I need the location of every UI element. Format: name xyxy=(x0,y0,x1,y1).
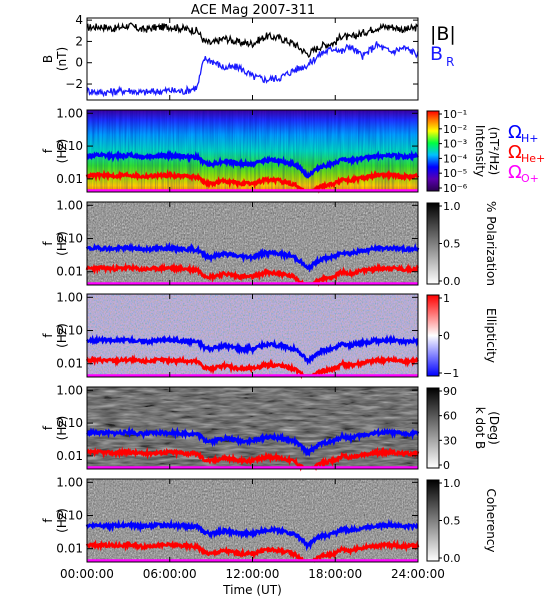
field-ytick-label: −2 xyxy=(65,77,83,91)
panel-polarization: f (Hz) 1.00 0.10 0.01 1.0 0.5 0.0 % Polarization xyxy=(41,198,498,288)
panel-kdotb-yunit: (Hz) xyxy=(55,416,69,441)
colorbar-tick-label: 60 xyxy=(443,410,457,423)
gyro-curve-he-polarization xyxy=(85,262,419,287)
xtick-label: 06:00:00 xyxy=(143,567,197,581)
colorbar-unit-intensity: (nT²/Hz) xyxy=(487,127,501,175)
legend-br: B xyxy=(430,43,443,65)
xtick-label: 24:00:00 xyxy=(391,567,445,581)
colorbar-label-kdotb: k dot B xyxy=(473,407,487,449)
freq-ytick-label: 0.01 xyxy=(56,542,83,556)
freq-ytick-label: 1.00 xyxy=(56,383,83,397)
gyro-curve-h-kdotb xyxy=(86,425,420,457)
panel-field-yunit: (nT) xyxy=(55,47,69,71)
gyro-curve-h-coherency xyxy=(85,518,419,552)
freq-ytick-label: 1.00 xyxy=(56,198,83,212)
panel-intensity: f (Hz) 1.00 0.10 0.01 10⁻¹ 10⁻² 10⁻³10⁻⁴ 10⁻⁵ 10⁻… xyxy=(41,106,501,195)
chart-title: ACE Mag 2007-311 xyxy=(191,3,315,18)
colorbar-tick-label: 0.5 xyxy=(443,515,461,528)
gyro-legend-sub-0: H+ xyxy=(521,132,539,145)
xtick-label: 18:00:00 xyxy=(308,567,362,581)
gyro-legend-symbol-1: Ω xyxy=(508,142,522,163)
gyro-legend-symbol-0: Ω xyxy=(508,122,522,143)
x-axis-label: Time (UT) xyxy=(222,583,282,597)
colorbar-tick-label: 0.0 xyxy=(443,552,461,565)
gyro-curve-he-kdotb xyxy=(86,446,420,472)
colorbar-tick-label: 0 xyxy=(443,330,450,343)
field-ytick-label: 2 xyxy=(75,34,83,48)
panel-field-ylabel: B xyxy=(41,55,55,63)
colorbar-coherency xyxy=(426,479,440,562)
panel-coherency-ylabel: f xyxy=(41,518,55,523)
ellipticity-texture-blue xyxy=(87,294,418,377)
panel-intensity-yunit: (Hz) xyxy=(55,139,69,164)
polarization-texture xyxy=(87,202,418,285)
colorbar-intensity xyxy=(426,110,440,192)
panel-intensity-ylabel: f xyxy=(41,148,55,153)
freq-ytick-label: 1.00 xyxy=(56,290,83,304)
gyro-curve-he-coherency xyxy=(85,539,420,563)
panel-ellipticity-ylabel: f xyxy=(41,333,55,338)
colorbar-tick-label: 10⁻¹ xyxy=(443,108,467,121)
freq-ytick-label: 0.01 xyxy=(56,357,83,371)
colorbar-label-polarization: % Polarization xyxy=(484,201,498,286)
freq-ytick-label: 1.00 xyxy=(56,106,83,120)
panel-coherency-yunit: (Hz) xyxy=(55,508,69,533)
freq-ytick-label: 0.10 xyxy=(56,139,83,153)
xtick-label: 12:00:00 xyxy=(226,567,280,581)
colorbar-polarization xyxy=(426,202,440,285)
panel-kdotb-ylabel: f xyxy=(41,425,55,430)
freq-ytick-label: 0.10 xyxy=(56,232,83,246)
colorbar-label-ellipticity: Ellipticity xyxy=(484,308,498,363)
colorbar-unit-kdotb: (Deg) xyxy=(487,411,501,445)
freq-ytick-label: 0.10 xyxy=(56,324,83,338)
freq-ytick-label: 0.01 xyxy=(56,172,83,186)
colorbar-tick-label: 90 xyxy=(443,385,457,398)
panel-coherency: f (Hz) 1.00 0.10 0.01 1.0 0.5 0.0 Coherency xyxy=(41,475,498,565)
freq-ytick-label: 1.00 xyxy=(56,475,83,489)
field-ytick-label: 4 xyxy=(75,13,83,27)
field-ytick-label: 0 xyxy=(75,56,83,70)
series-line-br xyxy=(86,41,419,98)
panel-ellipticity-yunit: (Hz) xyxy=(55,323,69,348)
gyro-legend-symbol-2: Ω xyxy=(508,162,522,183)
gyro-curve-h-polarization xyxy=(85,241,420,273)
colorbar-label-coherency: Coherency xyxy=(484,488,498,552)
colorbar-tick-label: 10⁻⁶ xyxy=(443,182,468,195)
gyro-curve-h-ellipticity xyxy=(86,333,419,366)
gyro-legend-sub-2: O+ xyxy=(521,172,539,185)
panel-ellipticity: f (Hz) 1.00 0.10 0.01 1 0 −1 Ellipticity xyxy=(41,290,498,380)
colorbar-tick-label: 0.0 xyxy=(443,275,461,288)
colorbar-tick-label: 1.0 xyxy=(443,477,461,490)
freq-ytick-label: 0.10 xyxy=(56,509,83,523)
freq-ytick-label: 0.01 xyxy=(56,265,83,279)
gyro-curve-he-ellipticity xyxy=(85,354,419,380)
colorbar-tick-label: 10⁻² xyxy=(443,123,467,136)
panel-kdotb: f (Hz) 1.00 0.10 0.01 90 60 30 0 k dot B (Deg) xyxy=(41,383,501,472)
series-line-btotal xyxy=(86,22,419,59)
colorbar-tick-label: 0.5 xyxy=(443,238,461,251)
colorbar-tick-label: 10⁻³ xyxy=(443,138,467,151)
gyro-curve-h-intensity xyxy=(86,149,419,179)
freq-ytick-label: 0.01 xyxy=(56,449,83,463)
colorbar-label-intensity: Intensity xyxy=(473,125,487,177)
gyro-curve-he-intensity xyxy=(85,168,420,194)
colorbar-tick-label: 30 xyxy=(443,434,457,447)
freq-ytick-label: 0.10 xyxy=(56,416,83,430)
xtick-label: 00:00:00 xyxy=(60,567,114,581)
panel-polarization-yunit: (Hz) xyxy=(55,231,69,256)
colorbar-tick-label: 1 xyxy=(443,292,450,305)
legend-br-subscript: R xyxy=(446,55,454,69)
gyro-legend-sub-1: He+ xyxy=(521,152,545,165)
colorbar-tick-label: 1.0 xyxy=(443,200,461,213)
legend-btotal: |B| xyxy=(430,23,456,45)
colorbar-tick-label: −1 xyxy=(443,367,459,380)
colorbar-tick-label: 10⁻⁵ xyxy=(443,167,467,180)
panel-polarization-ylabel: f xyxy=(41,241,55,246)
colorbar-tick-label: 10⁻⁴ xyxy=(443,152,468,165)
panel-field: B (nT)420−2|B|B R xyxy=(41,13,456,101)
colorbar-tick-label: 0 xyxy=(443,459,450,472)
colorbar-ellipticity xyxy=(426,294,440,377)
colorbar-kdotb xyxy=(426,387,440,469)
